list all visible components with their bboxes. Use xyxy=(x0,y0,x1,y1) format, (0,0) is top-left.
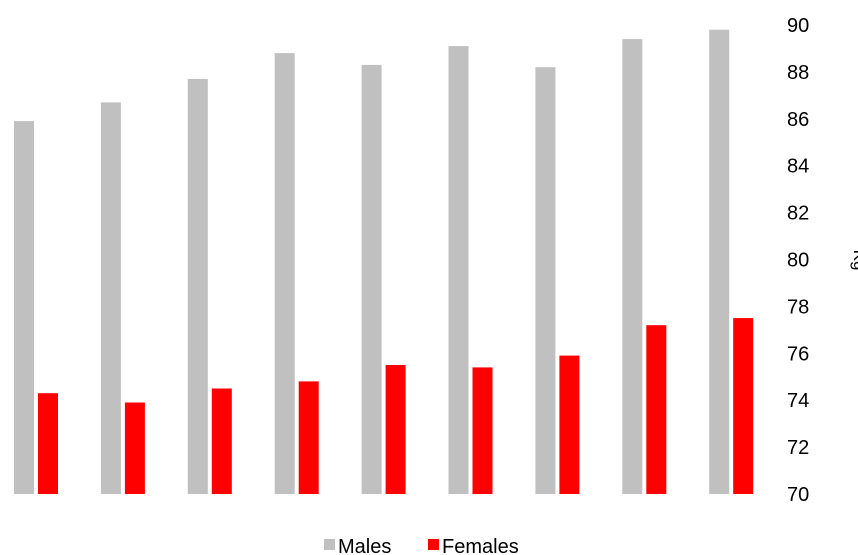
female-bar xyxy=(733,318,754,494)
legend-label-males: Males xyxy=(338,536,391,555)
male-bar xyxy=(709,29,730,494)
female-bar xyxy=(472,367,493,494)
y-tick-label: 70 xyxy=(787,484,809,506)
female-bar xyxy=(385,365,406,494)
y-tick-label: 72 xyxy=(787,437,809,459)
y-tick-label: 88 xyxy=(787,62,809,84)
male-bar xyxy=(361,64,382,495)
male-bar xyxy=(448,46,469,494)
y-tick-label: 84 xyxy=(787,156,809,178)
female-bar xyxy=(559,355,580,494)
y-tick-label: 82 xyxy=(787,203,809,225)
male-bar xyxy=(274,53,295,494)
legend-swatch-females xyxy=(428,539,439,550)
y-tick-label: 76 xyxy=(787,343,809,365)
legend-swatch-males xyxy=(324,539,335,550)
male-bar xyxy=(14,121,34,494)
y-axis-label: Kg xyxy=(850,250,858,271)
y-tick-label: 90 xyxy=(787,15,809,37)
y-tick-label: 74 xyxy=(787,390,809,412)
male-bar xyxy=(622,39,643,494)
male-bar xyxy=(100,102,121,495)
legend: Males Females xyxy=(324,536,519,555)
y-tick-label: 78 xyxy=(787,296,809,318)
male-bar xyxy=(187,78,208,495)
y-tick-label: 80 xyxy=(787,250,809,272)
female-bar xyxy=(646,325,667,494)
y-axis-ticks: 70 72 74 76 78 80 82 84 86 88 90 xyxy=(787,15,809,506)
female-bar xyxy=(298,381,319,494)
females-bars xyxy=(38,318,754,494)
legend-label-females: Females xyxy=(442,536,519,555)
males-bars xyxy=(14,29,730,495)
y-tick-label: 86 xyxy=(787,109,809,131)
female-bar xyxy=(211,388,232,494)
female-bar xyxy=(38,393,58,494)
male-bar xyxy=(535,67,556,494)
female-bar xyxy=(124,402,145,494)
